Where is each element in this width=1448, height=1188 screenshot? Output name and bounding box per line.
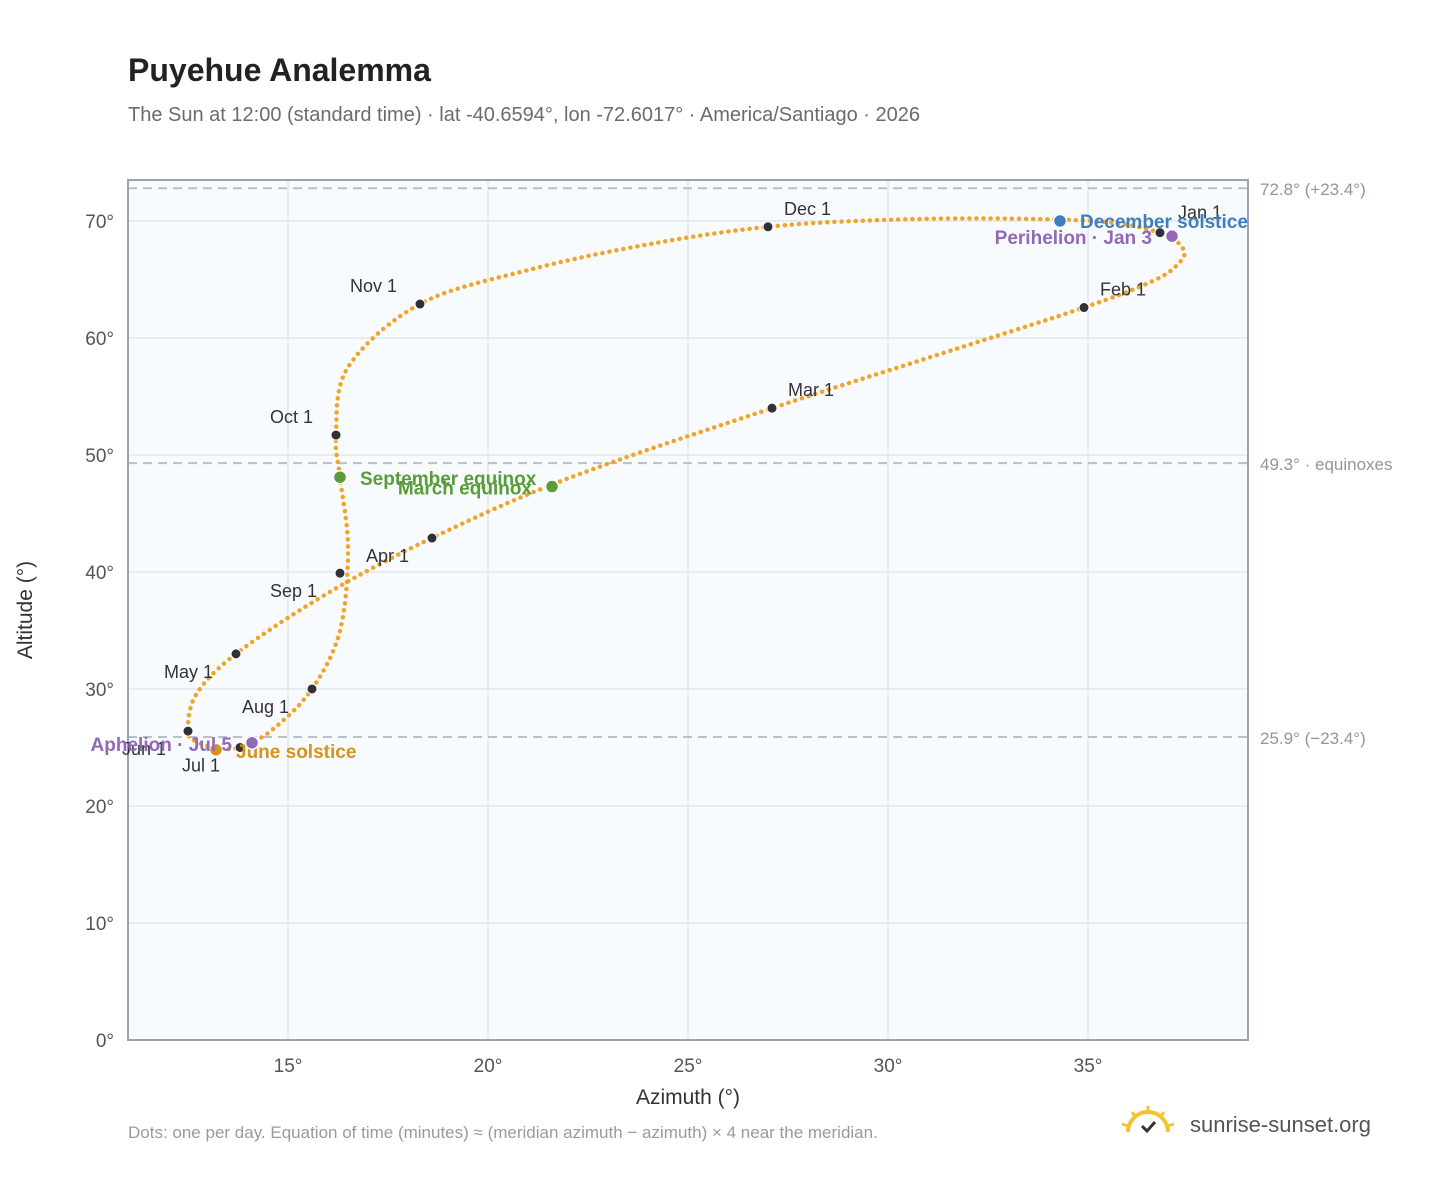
x-tick-label: 15° [274, 1056, 303, 1077]
month-marker [766, 402, 778, 414]
x-axis-label: Azimuth (°) [636, 1086, 740, 1109]
analemma-daily-dots [185, 216, 1187, 752]
footnote: Dots: one per day. Equation of time (min… [128, 1123, 878, 1142]
month-marker [330, 429, 342, 441]
month-marker-label: Dec 1 [784, 199, 831, 219]
y-tick-label: 20° [85, 797, 114, 818]
event-marker [244, 735, 260, 751]
month-marker-label: Apr 1 [366, 546, 409, 566]
y-tick-label: 60° [85, 329, 114, 350]
y-tick-label: 10° [85, 914, 114, 935]
month-marker-label: Sep 1 [270, 581, 317, 601]
chart-title: Puyehue Analemma [128, 52, 431, 88]
month-marker-label: Jul 1 [182, 755, 220, 775]
event-label: September equinox [360, 469, 537, 490]
month-marker-label: Aug 1 [242, 697, 289, 717]
month-marker [426, 532, 438, 544]
event-marker [1052, 213, 1068, 229]
event-label: March equinox [398, 479, 533, 500]
y-tick-label: 50° [85, 446, 114, 467]
y-tick-label: 30° [85, 680, 114, 701]
month-marker-label: Jun 1 [122, 739, 166, 759]
month-marker-label: Mar 1 [788, 380, 834, 400]
y-axis-label: Altitude (°) [14, 561, 37, 659]
month-marker [334, 567, 346, 579]
event-marker [1164, 228, 1180, 244]
sun-logo-icon [1121, 1106, 1175, 1134]
y-tick-label: 40° [85, 563, 114, 584]
month-marker [1078, 302, 1090, 314]
chart-subtitle: The Sun at 12:00 (standard time) · lat -… [128, 104, 921, 126]
event-marker [544, 479, 560, 494]
month-marker [306, 683, 318, 695]
event-label: December solstice [1080, 212, 1248, 233]
month-marker [762, 221, 774, 233]
y-tick-label: 70° [85, 212, 114, 233]
brand-name: sunrise-sunset.org [1190, 1112, 1371, 1137]
y-tick-label: 0° [96, 1031, 114, 1052]
x-tick-label: 20° [474, 1056, 503, 1077]
event-label: Perihelion · Jan 3 [995, 228, 1152, 249]
x-tick-label: 25° [674, 1056, 703, 1077]
event-marker [208, 742, 224, 758]
x-tick-label: 35° [1074, 1056, 1103, 1077]
month-marker [1154, 227, 1166, 239]
month-marker [230, 648, 242, 660]
month-marker-label: Oct 1 [270, 407, 313, 427]
month-marker [414, 298, 426, 310]
x-tick-label: 30° [874, 1056, 903, 1077]
reference-line-label: 72.8° (+23.4°) [1260, 180, 1366, 199]
brand-logo[interactable]: sunrise-sunset.org [1120, 1104, 1390, 1144]
plot-frame [127, 179, 1249, 1041]
event-marker [332, 469, 348, 485]
month-marker [234, 741, 246, 753]
month-marker-label: Jan 1 [1178, 203, 1222, 223]
month-marker-label: May 1 [164, 662, 213, 682]
month-marker [182, 725, 194, 737]
reference-line-label: 49.3° · equinoxes [1260, 455, 1393, 474]
month-marker-label: Feb 1 [1100, 280, 1146, 300]
month-marker-label: Nov 1 [350, 276, 397, 296]
event-label: Aphelion · Jul 5 [91, 735, 233, 756]
reference-line-label: 25.9° (−23.4°) [1260, 729, 1366, 748]
event-label: June solstice [236, 742, 356, 763]
